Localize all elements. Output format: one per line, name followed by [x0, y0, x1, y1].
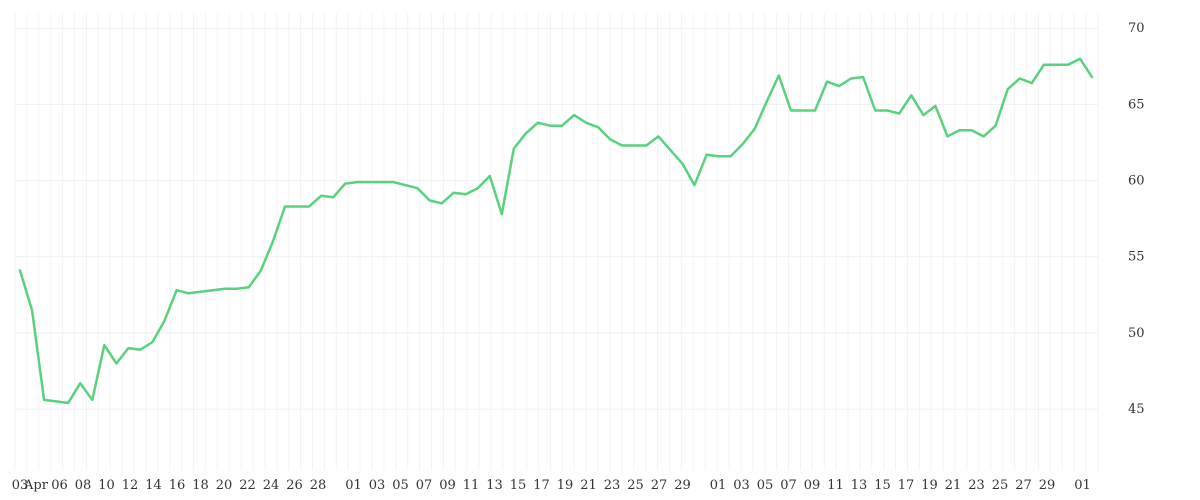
- series-line: [18, 57, 1094, 405]
- x-tick-label: 13: [486, 478, 503, 493]
- x-tick-label: 05: [392, 478, 409, 493]
- x-tick-label: 29: [1039, 478, 1056, 493]
- x-tick-label: 11: [463, 478, 480, 493]
- x-tick-label: 08: [75, 478, 92, 493]
- y-tick-label: 50: [1128, 326, 1145, 341]
- x-tick-label: 12: [122, 478, 139, 493]
- y-tick-label: 65: [1128, 97, 1145, 112]
- x-tick-label: 18: [192, 478, 209, 493]
- x-tick-label: 22: [239, 478, 256, 493]
- x-tick-label: 09: [804, 478, 821, 493]
- x-tick-label: 14: [145, 478, 162, 493]
- x-tick-label: 21: [945, 478, 962, 493]
- y-tick-label: 70: [1128, 21, 1145, 36]
- grid: [14, 13, 1099, 470]
- x-tick-label: 17: [898, 478, 915, 493]
- x-tick-label: 19: [921, 478, 938, 493]
- x-tick-label: 09: [439, 478, 456, 493]
- x-tick-label: 01: [1074, 478, 1091, 493]
- x-tick-label: 05: [757, 478, 774, 493]
- x-tick-label: 27: [651, 478, 668, 493]
- series-layer: [18, 57, 1094, 405]
- x-tick-label: 13: [851, 478, 868, 493]
- x-tick-label: 24: [263, 478, 280, 493]
- x-tick-label: 26: [286, 478, 303, 493]
- y-axis: 45 50 55 60 65 70: [1128, 21, 1145, 417]
- x-tick-label: 27: [1015, 478, 1032, 493]
- x-tick-label: 07: [780, 478, 797, 493]
- x-tick-label: 25: [992, 478, 1009, 493]
- x-tick-label: 28: [310, 478, 327, 493]
- y-tick-label: 45: [1128, 402, 1145, 417]
- x-tick-label: 29: [674, 478, 691, 493]
- x-tick-label: 17: [533, 478, 550, 493]
- x-tick-label: 23: [604, 478, 621, 493]
- x-tick-label: 06: [51, 478, 68, 493]
- x-tick-label: 01: [345, 478, 362, 493]
- x-tick-label: 21: [580, 478, 597, 493]
- x-tick-label: 03: [12, 478, 29, 493]
- x-tick-label: 11: [827, 478, 844, 493]
- x-tick-label: Apr: [23, 478, 49, 493]
- y-tick-label: 55: [1128, 250, 1145, 265]
- x-tick-label: 16: [169, 478, 186, 493]
- x-tick-label: 03: [733, 478, 750, 493]
- y-tick-label: 60: [1128, 174, 1145, 189]
- x-tick-label: 15: [874, 478, 891, 493]
- x-tick-label: 07: [416, 478, 433, 493]
- x-tick-label: 23: [968, 478, 985, 493]
- x-tick-label: 20: [216, 478, 233, 493]
- x-tick-label: 03: [369, 478, 386, 493]
- x-tick-label: 01: [710, 478, 727, 493]
- x-tick-label: 15: [510, 478, 527, 493]
- x-tick-label: 19: [557, 478, 574, 493]
- x-tick-label: 25: [627, 478, 644, 493]
- x-tick-label: 10: [98, 478, 115, 493]
